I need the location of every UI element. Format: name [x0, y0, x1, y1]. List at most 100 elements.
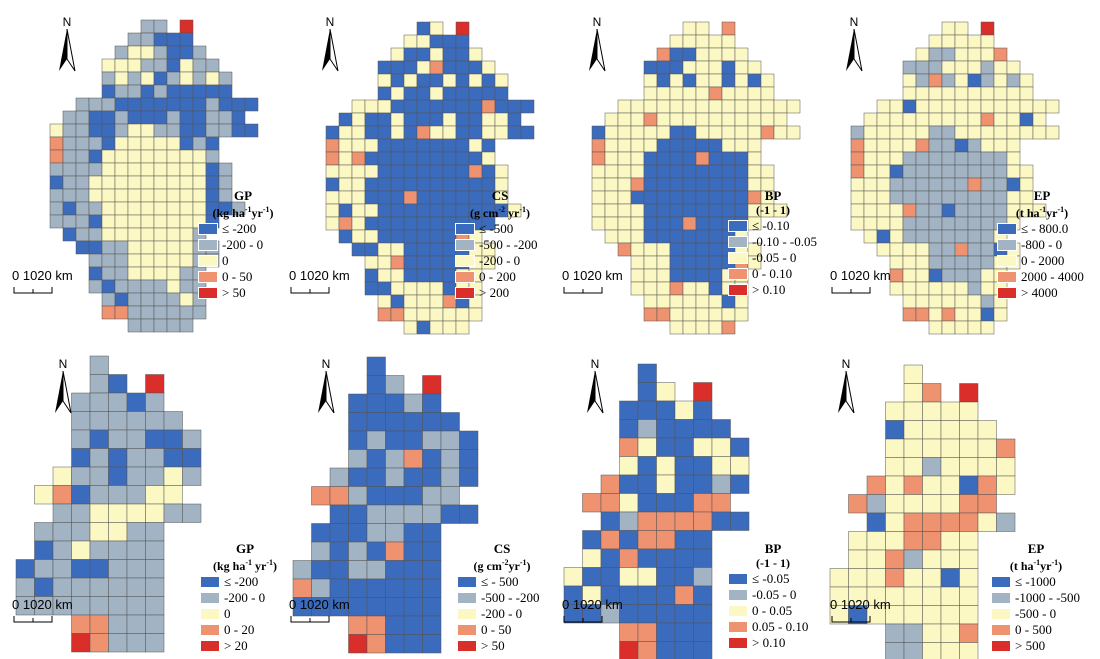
grid-cell: [481, 255, 496, 270]
grid-cell: [643, 73, 658, 88]
grid-cell: [88, 123, 103, 138]
grid-cell: [876, 229, 891, 244]
grid-cell: [127, 97, 142, 112]
grid-cell: [656, 73, 671, 88]
grid-cell: [145, 540, 165, 560]
grid-cell: [940, 438, 960, 458]
grid-cell: [747, 125, 762, 140]
grid-cell: [127, 58, 142, 73]
grid-cell: [959, 586, 979, 606]
grid-cell: [760, 164, 775, 179]
grid-cell: [708, 268, 723, 283]
grid-cell: [630, 216, 645, 231]
grid-cell: [429, 112, 444, 127]
grid-cell: [656, 99, 671, 114]
grid-cell: [429, 164, 444, 179]
grid-cell: [385, 412, 405, 432]
grid-cell: [377, 164, 392, 179]
grid-cell: [422, 634, 442, 654]
legend-item: 0 - 0.10: [728, 266, 863, 281]
grid-cell: [468, 164, 483, 179]
grid-cell: [967, 216, 982, 231]
grid-cell: [656, 164, 671, 179]
grid-cell: [902, 216, 917, 231]
grid-cell: [140, 162, 155, 177]
grid-cell: [153, 19, 168, 34]
grid-cell: [902, 125, 917, 140]
grid-cell: [390, 203, 405, 218]
legend-label: ≤ -200: [224, 573, 259, 589]
grid-cell: [600, 474, 620, 494]
grid-cell: [967, 151, 982, 166]
grid-cell: [127, 110, 142, 125]
grid-cell: [75, 240, 90, 255]
grid-cell: [967, 164, 982, 179]
grid-cell: [656, 585, 676, 605]
grid-cell: [422, 449, 442, 469]
grid-cell: [166, 253, 181, 268]
legend-label: > 20: [224, 637, 248, 653]
grid-cell: [954, 99, 969, 114]
grid-cell: [993, 86, 1008, 101]
grid-cell: [656, 382, 676, 402]
grid-cell: [416, 125, 431, 140]
grid-cell: [940, 586, 960, 606]
grid-cell: [494, 164, 509, 179]
grid-map: [292, 356, 479, 654]
grid-cell: [954, 125, 969, 140]
grid-cell: [422, 486, 442, 506]
grid-cell: [941, 164, 956, 179]
grid-cell: [329, 467, 349, 487]
grid-cell: [721, 320, 736, 335]
grid-cell: [941, 138, 956, 153]
grid-cell: [928, 112, 943, 127]
grid-cell: [494, 99, 509, 114]
grid-cell: [711, 511, 731, 531]
grid-cell: [351, 151, 366, 166]
legend-label: -1000 - -500: [1015, 589, 1080, 605]
grid-cell: [708, 73, 723, 88]
grid-cell: [863, 203, 878, 218]
grid-cell: [62, 162, 77, 177]
grid-cell: [630, 190, 645, 205]
grid-cell: [114, 84, 129, 99]
legend-swatch: [198, 254, 218, 267]
grid-cell: [145, 559, 165, 579]
grid-cell: [876, 112, 891, 127]
grid-cell: [140, 123, 155, 138]
grid-cell: [390, 242, 405, 257]
grid-cell: [390, 73, 405, 88]
grid-cell: [385, 578, 405, 598]
grid-cell: [885, 475, 905, 495]
grid-cell: [940, 512, 960, 532]
grid-cell: [126, 448, 146, 468]
grid-cell: [455, 60, 470, 75]
grid-cell: [429, 99, 444, 114]
grid-cell: [996, 475, 1016, 495]
grid-cell: [114, 45, 129, 60]
grid-cell: [850, 190, 865, 205]
grid-cell: [101, 279, 116, 294]
grid-cell: [403, 597, 423, 617]
grid-cell: [734, 307, 749, 322]
grid-cell: [481, 216, 496, 231]
legend-swatch: [991, 607, 1011, 620]
grid-cell: [708, 216, 723, 231]
grid-cell: [940, 401, 960, 421]
grid-cell: [34, 485, 54, 505]
grid-cell: [385, 634, 405, 654]
grid-cell: [416, 138, 431, 153]
grid-cell: [192, 45, 207, 60]
grid-cell: [364, 112, 379, 127]
grid-cell: [422, 578, 442, 598]
legend-swatch: [728, 636, 748, 649]
grid-cell: [708, 47, 723, 62]
grid-cell: [747, 164, 762, 179]
grid-cell: [325, 164, 340, 179]
grid-cell: [674, 567, 694, 587]
grid-cell: [127, 279, 142, 294]
grid-cell: [179, 214, 194, 229]
legend-item: ≤ - 800.0: [997, 221, 1100, 236]
grid-cell: [429, 73, 444, 88]
